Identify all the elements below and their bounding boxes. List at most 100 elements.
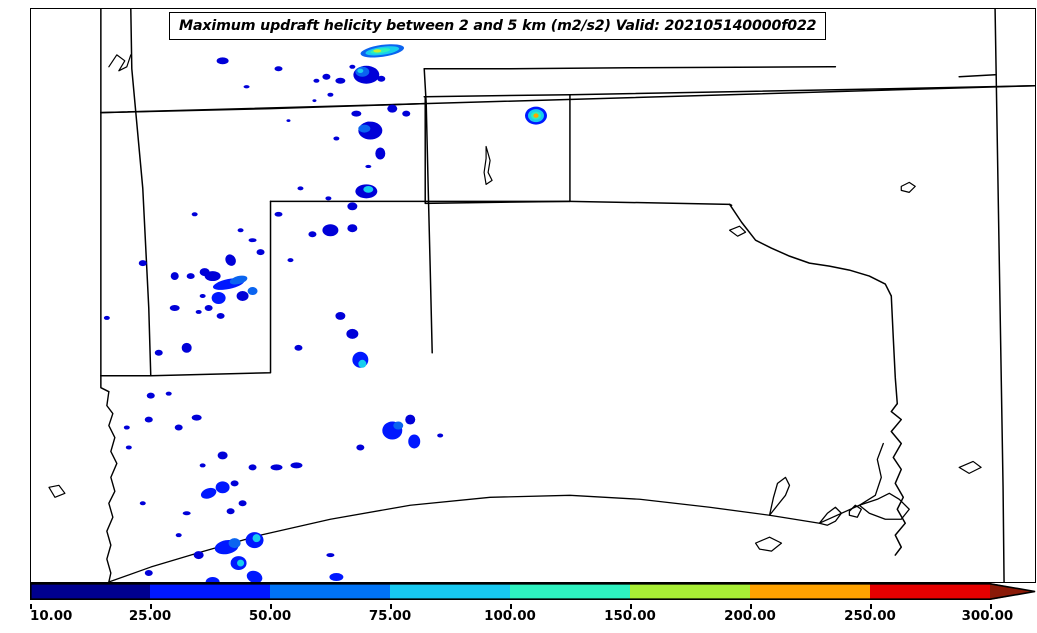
colorbar-tick-label: 10.00: [30, 609, 73, 624]
cell: [237, 228, 244, 233]
cell: [123, 425, 130, 430]
colorbar-segment-50-75: [270, 583, 391, 600]
rio-grande-border: [106, 390, 118, 582]
cell: [229, 275, 248, 285]
colorbar-gradient: [30, 583, 991, 600]
gulf-coastline: [108, 442, 910, 582]
cell: [387, 104, 398, 113]
colorbar-tick-label: 100.00: [484, 609, 536, 624]
colorbar-tick-label: 150.00: [604, 609, 656, 624]
colorbar-tick: [150, 604, 152, 609]
cell: [287, 258, 294, 263]
colorbar-segment-25-50: [150, 583, 271, 600]
border-nm-tx-panhandle: [423, 68, 433, 354]
cell: [274, 211, 283, 217]
cell: [248, 464, 257, 471]
lake-texoma: [900, 181, 916, 193]
cell: [349, 64, 356, 69]
colorbar-extend-max-arrow: [990, 583, 1036, 600]
colorbar-tick: [990, 604, 992, 609]
cell: [357, 68, 364, 73]
colorbar-segment-75-100: [390, 583, 511, 600]
lake-small-2: [958, 460, 982, 474]
cell: [363, 185, 374, 193]
border-tx-ok-north: [269, 200, 733, 207]
cell: [286, 119, 291, 123]
cell: [297, 186, 304, 191]
cell: [144, 570, 153, 577]
cell: [247, 287, 258, 296]
cell: [377, 75, 386, 82]
cell: [346, 328, 359, 339]
cell: [533, 113, 539, 118]
colorbar-tick-labels: 10.00 25.00 50.00 75.00 100.00 150.00 200.00 25…: [30, 604, 1036, 624]
cell: [186, 273, 195, 280]
lake-powell: [108, 54, 132, 72]
map-plot-area[interactable]: [30, 8, 1036, 583]
colorbar-tick-label: 300.00: [961, 609, 1014, 624]
cell: [402, 110, 411, 117]
cell: [199, 294, 206, 298]
colorbar-tick: [30, 604, 32, 609]
colorbar-tick-label: 200.00: [724, 609, 776, 624]
border-co-ks-approx: [423, 66, 837, 70]
cell: [329, 573, 344, 582]
cell: [437, 433, 444, 438]
border-ok-panhandle-west: [424, 95, 571, 205]
cell: [243, 85, 250, 89]
cell: [182, 511, 191, 516]
cell: [174, 424, 183, 431]
cell: [193, 551, 204, 560]
cell: [216, 312, 225, 319]
cell: [204, 304, 213, 311]
border-ok-tx-red-river: [728, 203, 893, 297]
cell: [333, 136, 340, 141]
cell: [228, 538, 241, 549]
cell: [125, 445, 132, 450]
cell: [165, 391, 172, 396]
border-az-nm-corner: [100, 374, 110, 393]
cell: [393, 421, 404, 430]
cell: [200, 487, 217, 499]
cell: [144, 416, 153, 423]
cell: [230, 480, 239, 487]
lake-amistad: [48, 484, 66, 498]
cell: [347, 224, 358, 233]
cell: [373, 49, 382, 53]
cell: [181, 342, 192, 353]
border-ut-co-vert: [130, 9, 152, 377]
colorbar-segment-200-250: [750, 583, 871, 600]
cell: [312, 99, 317, 103]
border-tx-ar-la: [890, 295, 899, 405]
cell: [335, 311, 346, 320]
cell: [274, 66, 283, 72]
cell: [199, 463, 206, 468]
colorbar[interactable]: 10.00 25.00 50.00 75.00 100.00 150.00 200.00 25…: [30, 583, 1036, 633]
cell: [217, 451, 228, 460]
colorbar-tick: [510, 604, 512, 609]
border-nm-tx-southwest: [100, 200, 272, 377]
cell: [335, 77, 346, 84]
cell: [170, 272, 179, 281]
cell: [211, 292, 226, 304]
lake-meredith: [483, 145, 493, 185]
colorbar-tick-label: 25.00: [128, 609, 172, 624]
cell: [313, 78, 320, 83]
cell: [325, 196, 332, 201]
cell: [195, 309, 202, 314]
colorbar-tick: [270, 604, 272, 609]
cell: [405, 414, 416, 425]
border-tx-la-sabine: [890, 402, 907, 556]
cell: [138, 260, 147, 267]
cell: [322, 224, 339, 237]
lakes-and-rivers: [48, 54, 982, 552]
cell: [326, 553, 335, 558]
cell: [154, 349, 163, 356]
cell: [408, 434, 421, 449]
border-ks-ok: [423, 84, 1035, 98]
colorbar-segment-10-25: [30, 583, 151, 600]
cell: [226, 508, 235, 515]
cell: [290, 462, 303, 469]
state-boundaries: [100, 9, 1035, 582]
